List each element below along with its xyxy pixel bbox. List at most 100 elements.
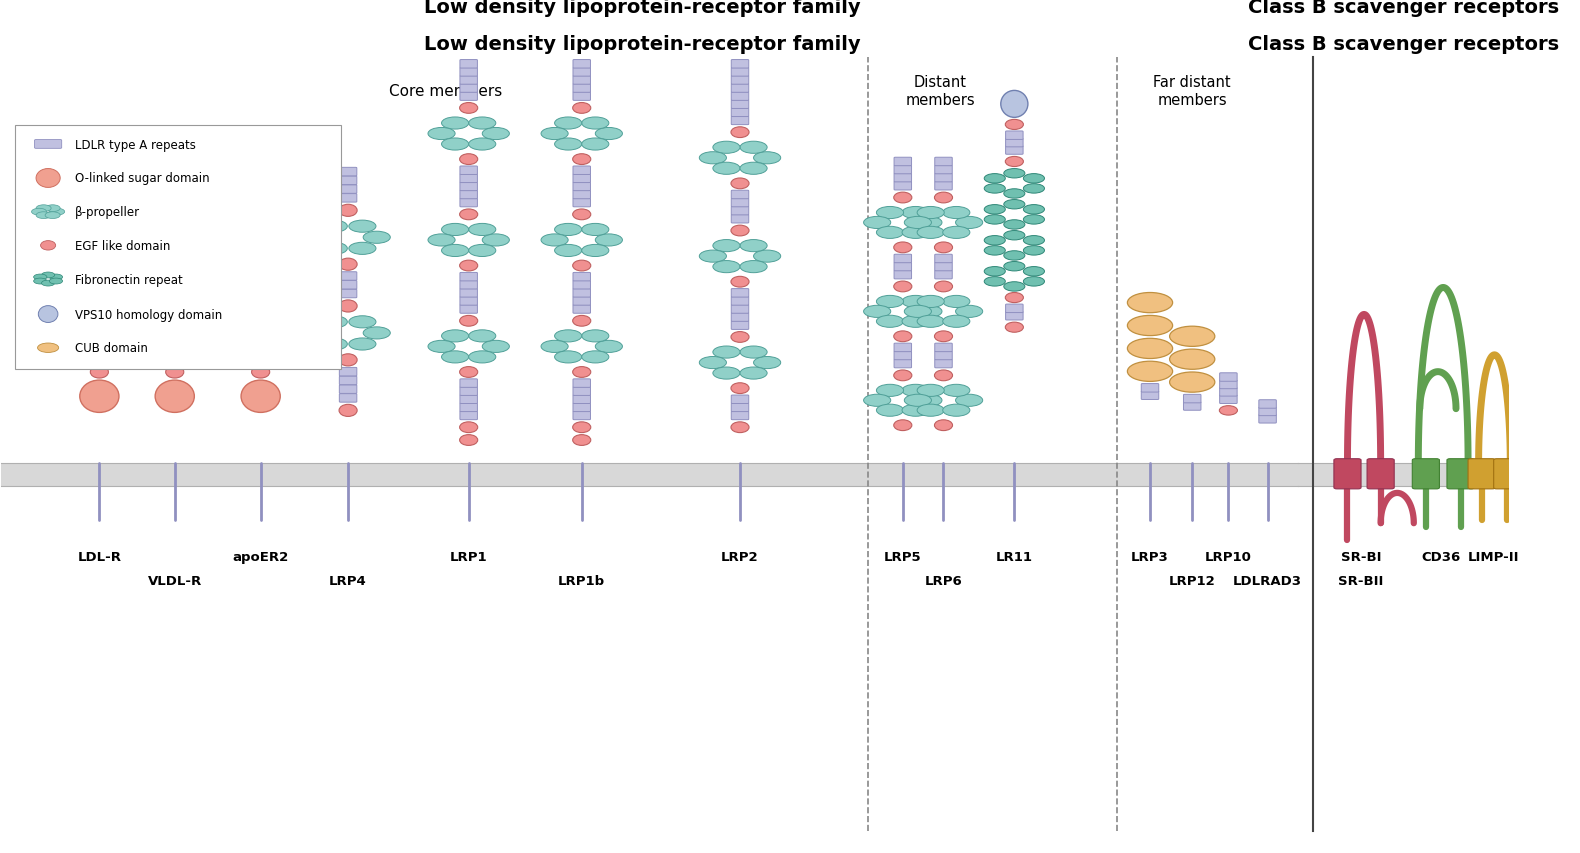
Circle shape — [581, 139, 608, 151]
Circle shape — [482, 235, 509, 247]
Circle shape — [71, 315, 98, 327]
Circle shape — [33, 275, 47, 281]
Circle shape — [902, 404, 929, 417]
Circle shape — [321, 243, 348, 255]
FancyBboxPatch shape — [574, 298, 591, 305]
Text: VLDL-R: VLDL-R — [147, 574, 202, 587]
Ellipse shape — [1005, 293, 1024, 304]
FancyBboxPatch shape — [460, 305, 477, 314]
Ellipse shape — [732, 226, 749, 236]
Text: SR-BI: SR-BI — [1341, 550, 1381, 564]
FancyBboxPatch shape — [894, 351, 912, 360]
Circle shape — [1169, 373, 1215, 392]
Circle shape — [1024, 174, 1044, 183]
Circle shape — [916, 404, 945, 417]
Text: LR11: LR11 — [995, 550, 1033, 564]
Ellipse shape — [1005, 322, 1024, 333]
FancyBboxPatch shape — [1367, 459, 1394, 490]
Circle shape — [943, 207, 970, 219]
FancyBboxPatch shape — [935, 174, 953, 183]
Circle shape — [877, 227, 904, 239]
Circle shape — [540, 341, 569, 353]
FancyBboxPatch shape — [90, 244, 107, 252]
Circle shape — [904, 395, 932, 407]
Ellipse shape — [732, 332, 749, 343]
FancyBboxPatch shape — [166, 252, 183, 261]
Circle shape — [916, 316, 945, 328]
Circle shape — [49, 279, 63, 285]
FancyBboxPatch shape — [935, 183, 953, 191]
Circle shape — [581, 118, 608, 130]
Text: Distant
members: Distant members — [905, 75, 975, 107]
Text: LRP1: LRP1 — [450, 550, 488, 564]
FancyBboxPatch shape — [2, 463, 1297, 486]
Circle shape — [276, 326, 303, 338]
FancyBboxPatch shape — [90, 288, 107, 296]
FancyBboxPatch shape — [35, 141, 62, 149]
Ellipse shape — [340, 258, 357, 271]
Text: LDLR type A repeats: LDLR type A repeats — [76, 139, 196, 152]
FancyBboxPatch shape — [894, 166, 912, 175]
FancyBboxPatch shape — [1259, 415, 1277, 424]
Circle shape — [956, 395, 983, 407]
Circle shape — [902, 296, 929, 308]
Circle shape — [469, 139, 496, 151]
Circle shape — [1024, 184, 1044, 194]
Ellipse shape — [934, 243, 953, 253]
Circle shape — [581, 224, 608, 236]
FancyBboxPatch shape — [574, 380, 591, 388]
Ellipse shape — [572, 316, 591, 327]
Circle shape — [363, 328, 390, 339]
Circle shape — [46, 206, 60, 212]
Circle shape — [739, 163, 768, 175]
FancyBboxPatch shape — [1334, 459, 1360, 490]
Circle shape — [41, 281, 55, 287]
FancyBboxPatch shape — [460, 68, 477, 77]
Ellipse shape — [460, 103, 477, 114]
Circle shape — [349, 243, 376, 255]
FancyBboxPatch shape — [1005, 305, 1024, 313]
Ellipse shape — [251, 299, 270, 310]
Ellipse shape — [732, 277, 749, 287]
Ellipse shape — [251, 367, 270, 379]
FancyBboxPatch shape — [574, 93, 591, 102]
FancyBboxPatch shape — [574, 84, 591, 93]
Circle shape — [540, 128, 569, 141]
Ellipse shape — [340, 405, 357, 417]
Circle shape — [956, 218, 983, 229]
Circle shape — [984, 184, 1005, 194]
Circle shape — [864, 306, 891, 318]
Circle shape — [147, 315, 174, 327]
FancyBboxPatch shape — [732, 77, 749, 85]
Circle shape — [904, 306, 932, 318]
Circle shape — [1169, 350, 1215, 370]
Circle shape — [441, 118, 469, 130]
Text: LRP6: LRP6 — [924, 574, 962, 587]
Text: LIMP-II: LIMP-II — [1468, 550, 1520, 564]
Circle shape — [428, 235, 455, 247]
FancyBboxPatch shape — [732, 68, 749, 77]
Circle shape — [36, 212, 51, 219]
Circle shape — [984, 236, 1005, 246]
Ellipse shape — [79, 380, 118, 413]
Circle shape — [190, 326, 216, 338]
Circle shape — [38, 344, 58, 353]
Text: apoER2: apoER2 — [232, 550, 289, 564]
Circle shape — [307, 328, 333, 339]
FancyBboxPatch shape — [251, 235, 270, 244]
Circle shape — [902, 227, 929, 239]
FancyBboxPatch shape — [1493, 459, 1522, 490]
FancyBboxPatch shape — [574, 191, 591, 200]
FancyBboxPatch shape — [460, 93, 477, 102]
Ellipse shape — [572, 422, 591, 433]
Circle shape — [307, 232, 333, 244]
Ellipse shape — [732, 383, 749, 394]
FancyBboxPatch shape — [340, 177, 357, 185]
Text: Class B scavenger receptors: Class B scavenger receptors — [1248, 35, 1559, 54]
Circle shape — [700, 153, 727, 165]
Circle shape — [321, 339, 348, 351]
Ellipse shape — [1220, 406, 1237, 415]
Text: CUB domain: CUB domain — [76, 342, 149, 355]
FancyBboxPatch shape — [732, 109, 749, 118]
Ellipse shape — [572, 154, 591, 165]
